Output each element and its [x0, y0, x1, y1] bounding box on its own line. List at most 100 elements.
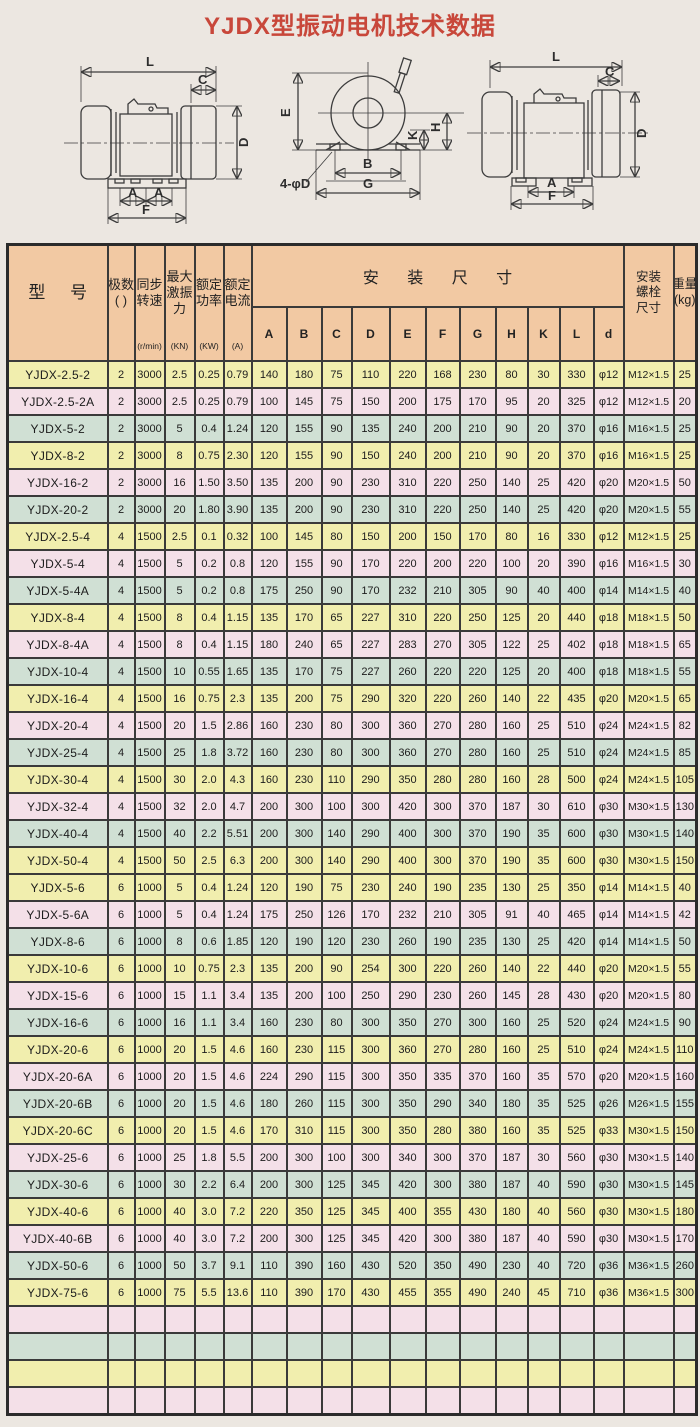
- dim-cell-D: 150: [350, 522, 391, 551]
- model-cell: YJDX-16-6: [6, 1008, 109, 1037]
- empty-row: [6, 1332, 698, 1361]
- power-cell: 0.75: [193, 684, 225, 713]
- model-cell: YJDX-32-4: [6, 792, 109, 821]
- empty-cell: [424, 1332, 461, 1361]
- dim-cell-d: φ36: [592, 1251, 625, 1280]
- dim-cell-D: 290: [350, 765, 391, 794]
- speed-cell: 1000: [133, 1197, 166, 1226]
- page-title: YJDX型振动电机技术数据: [204, 13, 496, 40]
- force-cell: 16: [163, 468, 196, 497]
- power-cell: 3.7: [193, 1251, 225, 1280]
- dim-cell-L: 390: [558, 549, 595, 578]
- speed-cell: 1000: [133, 981, 166, 1010]
- speed-cell: 1000: [133, 1278, 166, 1307]
- empty-cell: [222, 1332, 253, 1361]
- dim-cell-K: 20: [526, 441, 561, 470]
- dim-cell-K: 40: [526, 1224, 561, 1253]
- dim-cell-d: φ20: [592, 1062, 625, 1091]
- speed-cell: 1000: [133, 1116, 166, 1145]
- dim-cell-C: 90: [320, 954, 353, 983]
- dim-cell-H: 80: [494, 522, 529, 551]
- table-row: YJDX-5-6A 6 1000 5 0.4 1.24 175 250 126 170 232 210…: [6, 900, 698, 929]
- table-row: YJDX-5-4A 4 1500 5 0.2 0.8 175 250 90 170 232 210 30…: [6, 576, 698, 605]
- dim-cell-B: 390: [285, 1278, 323, 1307]
- empty-cell: [494, 1386, 529, 1416]
- dim-cell-C: 125: [320, 1224, 353, 1253]
- dim-cell-K: 30: [526, 1143, 561, 1172]
- header-rated-power: 额定 功率 (KW): [193, 243, 225, 362]
- model-cell: YJDX-5-4: [6, 549, 109, 578]
- empty-cell: [163, 1305, 196, 1334]
- dim-cell-F: 220: [424, 657, 461, 686]
- empty-cell: [133, 1359, 166, 1388]
- dim-cell-A: 200: [250, 1170, 288, 1199]
- empty-cell: [672, 1386, 698, 1416]
- dim-cell-F: 210: [424, 900, 461, 929]
- bolt-cell: M12×1.5: [622, 360, 675, 389]
- power-cell: 0.1: [193, 522, 225, 551]
- dim-cell-D: 227: [350, 603, 391, 632]
- model-cell: YJDX-30-6: [6, 1170, 109, 1199]
- dim-label-A2: A: [154, 185, 164, 200]
- dim-cell-E: 310: [388, 603, 427, 632]
- current-cell: 3.50: [222, 468, 253, 497]
- dim-cell-d: φ16: [592, 549, 625, 578]
- table-row: YJDX-16-4 4 1500 16 0.75 2.3 135 200 75 290 320 220…: [6, 684, 698, 713]
- dim-cell-H: 190: [494, 846, 529, 875]
- dim-cell-E: 220: [388, 360, 427, 389]
- force-cell: 20: [163, 1116, 196, 1145]
- weight-cell: 80: [672, 981, 698, 1010]
- empty-cell: [526, 1386, 561, 1416]
- dim-cell-H: 90: [494, 414, 529, 443]
- current-cell: 1.24: [222, 873, 253, 902]
- dim-cell-L: 525: [558, 1116, 595, 1145]
- dim-cell-C: 75: [320, 387, 353, 416]
- dim-cell-E: 350: [388, 1062, 427, 1091]
- dim-cell-F: 200: [424, 549, 461, 578]
- dim-cell-D: 345: [350, 1170, 391, 1199]
- dim-cell-C: 100: [320, 1143, 353, 1172]
- dim-cell-F: 270: [424, 738, 461, 767]
- dim-cell-d: φ30: [592, 846, 625, 875]
- dim-cell-H: 160: [494, 1116, 529, 1145]
- dim-cell-d: φ24: [592, 765, 625, 794]
- dim-cell-C: 126: [320, 900, 353, 929]
- weight-cell: 25: [672, 360, 698, 389]
- dim-cell-d: φ18: [592, 603, 625, 632]
- speed-cell: 1000: [133, 1089, 166, 1118]
- dim-cell-C: 90: [320, 495, 353, 524]
- dim-cell-H: 160: [494, 765, 529, 794]
- current-cell: 1.85: [222, 927, 253, 956]
- dim-cell-G: 250: [458, 468, 497, 497]
- speed-cell: 1500: [133, 630, 166, 659]
- dim-cell-H: 91: [494, 900, 529, 929]
- dim-cell-E: 360: [388, 738, 427, 767]
- speed-cell: 1000: [133, 1143, 166, 1172]
- current-cell: 0.79: [222, 360, 253, 389]
- dim-cell-F: 355: [424, 1197, 461, 1226]
- dim-letter-row: A B C D E F G H K L d: [8, 306, 697, 362]
- dim-cell-K: 25: [526, 873, 561, 902]
- dim-label-C: C: [605, 64, 615, 79]
- dim-cell-B: 200: [285, 684, 323, 713]
- dim-cell-K: 25: [526, 495, 561, 524]
- speed-cell: 1000: [133, 927, 166, 956]
- dim-cell-A: 135: [250, 468, 288, 497]
- dim-cell-E: 360: [388, 1035, 427, 1064]
- current-cell: 4.6: [222, 1089, 253, 1118]
- dim-cell-E: 400: [388, 846, 427, 875]
- dim-cell-F: 335: [424, 1062, 461, 1091]
- power-cell: 0.75: [193, 954, 225, 983]
- dim-cell-d: φ20: [592, 495, 625, 524]
- dim-cell-K: 35: [526, 846, 561, 875]
- dim-cell-d: φ24: [592, 1008, 625, 1037]
- dim-cell-H: 130: [494, 927, 529, 956]
- dim-cell-A: 175: [250, 900, 288, 929]
- mounting-holes-label: 4-φD: [280, 176, 310, 191]
- speed-cell: 3000: [133, 468, 166, 497]
- dim-cell-D: 345: [350, 1224, 391, 1253]
- model-cell: YJDX-2.5-4: [6, 522, 109, 551]
- dim-cell-K: 35: [526, 1116, 561, 1145]
- empty-cell: [106, 1386, 136, 1416]
- dim-cell-d: φ14: [592, 576, 625, 605]
